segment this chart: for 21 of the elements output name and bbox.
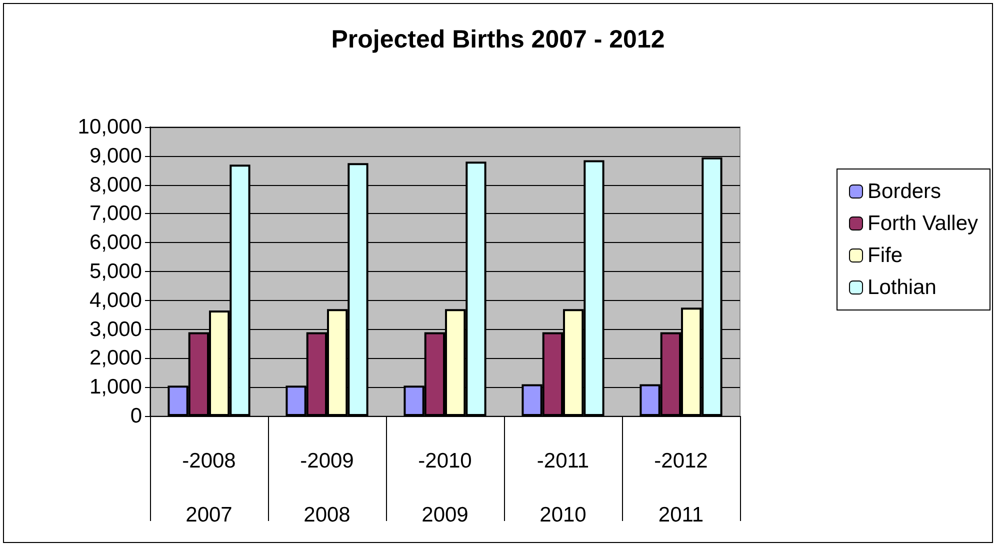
y-tick-label: 1,000 [89,376,142,399]
category-label: -2011 2010 [536,450,590,526]
y-tick-label: 8,000 [89,173,142,196]
category-label: -2012 2011 [654,450,708,526]
legend-label: Lothian [868,276,936,299]
legend-label: Borders [868,180,942,203]
chart-title: Projected Births 2007 - 2012 [331,26,665,54]
y-tick-label: 2,000 [89,346,142,370]
y-tick-label: 7,000 [89,202,142,226]
y-tick-label: 9,000 [89,144,142,168]
y-tick-label: 6,000 [89,231,142,254]
legend-label: Forth Valley [868,212,978,235]
category-label: -2010 2009 [418,450,472,526]
legend-label: Fife [868,244,903,267]
y-tick-label: 0 [130,404,142,428]
category-label: -2008 2007 [182,450,236,526]
y-tick-label: 10,000 [78,116,142,138]
y-tick-label: 5,000 [89,260,142,283]
category-label: -2009 2008 [300,450,354,526]
y-tick-label: 3,000 [89,318,142,341]
y-tick-label: 4,000 [89,288,142,312]
